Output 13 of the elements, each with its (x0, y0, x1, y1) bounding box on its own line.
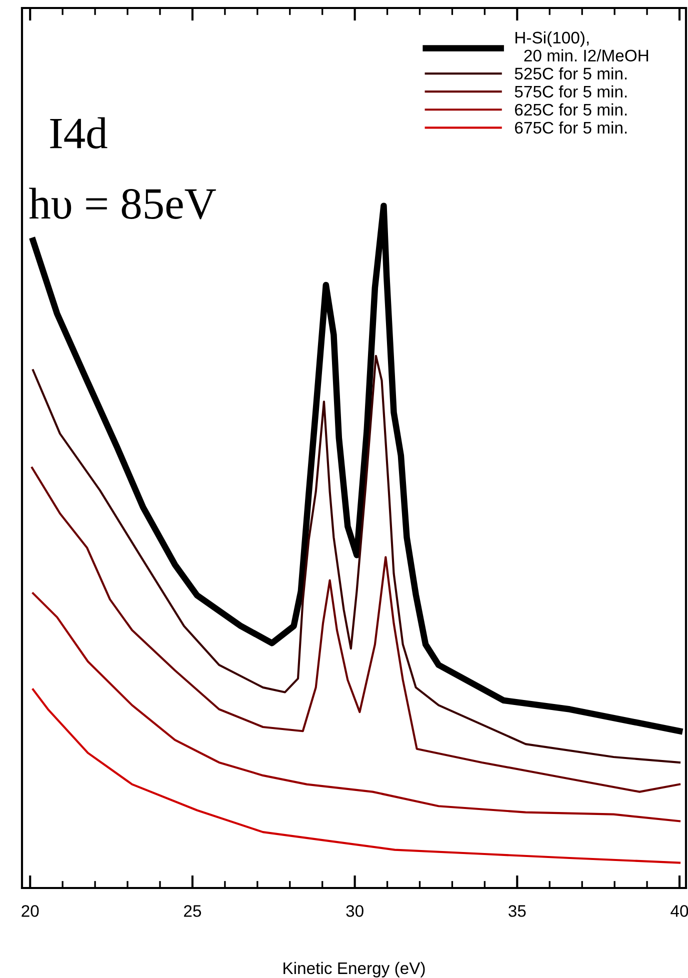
legend-label: H-Si(100), 20 min. I2/MeOH (516, 31, 648, 62)
legend-label: 625C for 5 min. (515, 103, 627, 116)
x-tick-label: 40 (670, 905, 688, 917)
x-tick-label: 30 (346, 905, 364, 917)
text: I4d (50, 117, 108, 149)
x-axis-title: Kinetic Energy (eV) (284, 962, 425, 978)
legend-label: 575C for 5 min. (514, 85, 627, 98)
x-tick-label: 35 (508, 905, 526, 917)
x-tick-label: 20 (22, 905, 39, 917)
x-tick-label: 25 (184, 905, 202, 917)
annotation: hυ = 85eV (29, 188, 216, 220)
legend-label: 675C for 5 min. (515, 121, 627, 134)
legend-label: 525C for 5 min. (514, 67, 627, 80)
